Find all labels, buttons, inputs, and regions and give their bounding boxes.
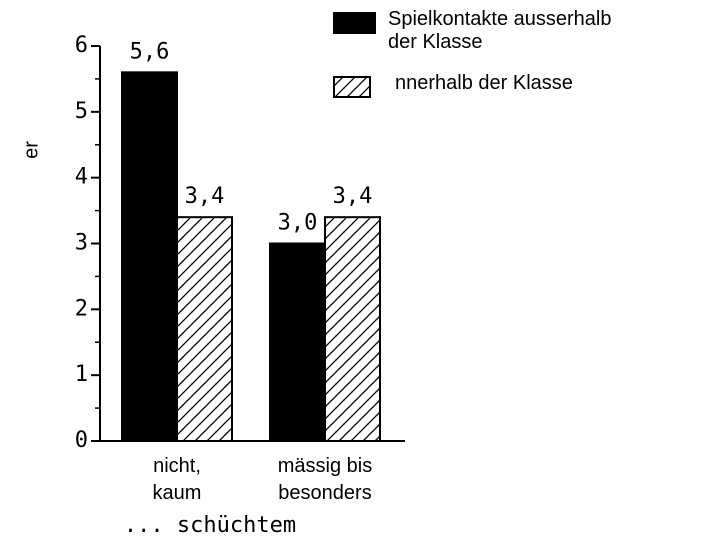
legend-label: Spielkontakte ausserhalb der Klasse <box>388 8 612 53</box>
y-tick-label: 4 <box>75 165 88 190</box>
legend-label: nnerhalb der Klasse <box>395 72 573 94</box>
value-label: 3,4 <box>185 184 225 209</box>
x-tick-label: nicht, kaum <box>152 455 202 504</box>
y-tick-label: 0 <box>75 428 88 453</box>
y-axis-label: er <box>20 141 42 159</box>
y-tick-label: 2 <box>75 296 88 321</box>
y-tick-label: 6 <box>75 33 88 58</box>
x-tick-label: mässig bis besonders <box>277 455 373 504</box>
value-label: 3,0 <box>278 211 318 236</box>
x-axis-label: ... schüchtem <box>124 513 296 538</box>
value-label: 5,6 <box>130 39 170 64</box>
legend-swatch <box>333 12 376 34</box>
bar <box>121 71 178 442</box>
y-tick-label: 1 <box>75 362 88 387</box>
value-label: 3,4 <box>333 184 373 209</box>
bar <box>176 216 233 442</box>
y-tick-label: 3 <box>75 231 88 256</box>
bar <box>269 242 326 442</box>
bar <box>324 216 381 442</box>
legend-swatch <box>333 76 371 98</box>
y-tick-label: 5 <box>75 99 88 124</box>
